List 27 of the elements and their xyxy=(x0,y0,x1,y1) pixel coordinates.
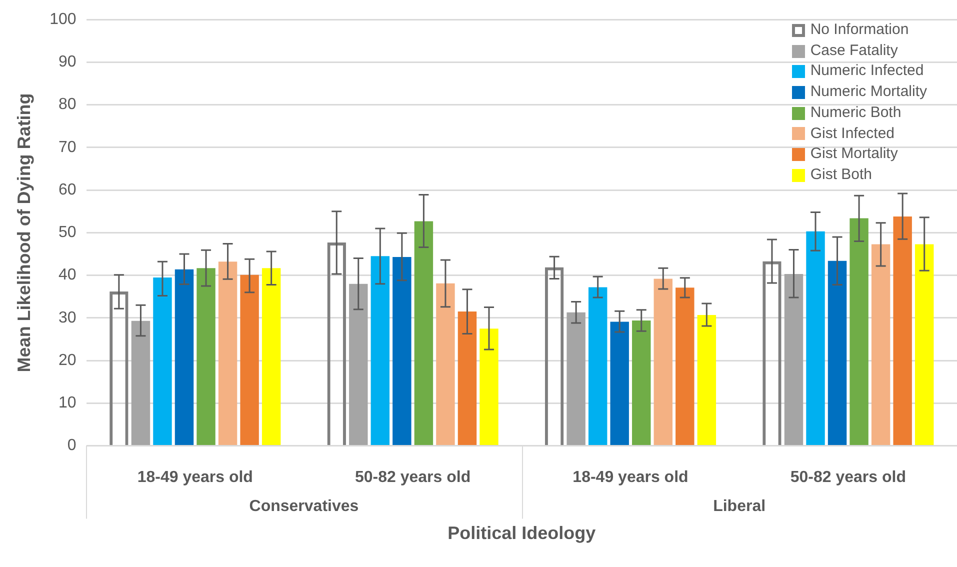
legend-label: Numeric Mortality xyxy=(810,82,927,102)
y-tick-label: 70 xyxy=(58,138,76,156)
x-axis-title: Political Ideology xyxy=(448,522,596,543)
legend-label: Gist Both xyxy=(810,164,872,185)
legend-label: No Information xyxy=(810,20,909,40)
x-tick-label: 50-82 years old xyxy=(790,468,906,486)
y-tick-label: 60 xyxy=(58,181,76,198)
y-tick-label: 40 xyxy=(58,266,76,284)
legend-label: Numeric Both xyxy=(810,102,902,123)
y-tick-label: 30 xyxy=(58,309,76,326)
y-tick-label: 80 xyxy=(58,96,76,114)
y-tick-label: 10 xyxy=(58,394,76,412)
x-tick-label: 18-49 years old xyxy=(137,468,253,486)
y-tick-label: 0 xyxy=(67,437,76,454)
y-tick-label: 20 xyxy=(58,352,76,369)
legend-label: Numeric Infected xyxy=(810,61,924,82)
legend-label: Gist Mortality xyxy=(810,144,898,164)
x-tick-label: 18-49 years old xyxy=(572,468,688,486)
text: Liberal xyxy=(713,498,766,516)
x-tick-label: 50-82 years old xyxy=(354,468,471,486)
legend-label: Gist Infected xyxy=(810,124,895,144)
y-tick-label: 100 xyxy=(50,11,76,28)
y-axis-title: Mean Likelihood of Dying Rating xyxy=(14,93,34,372)
y-tick-label: 50 xyxy=(58,224,76,242)
y-tick-label: 90 xyxy=(58,54,76,71)
legend-label: Case Fatality xyxy=(810,40,898,61)
text: Conservatives xyxy=(249,498,359,516)
